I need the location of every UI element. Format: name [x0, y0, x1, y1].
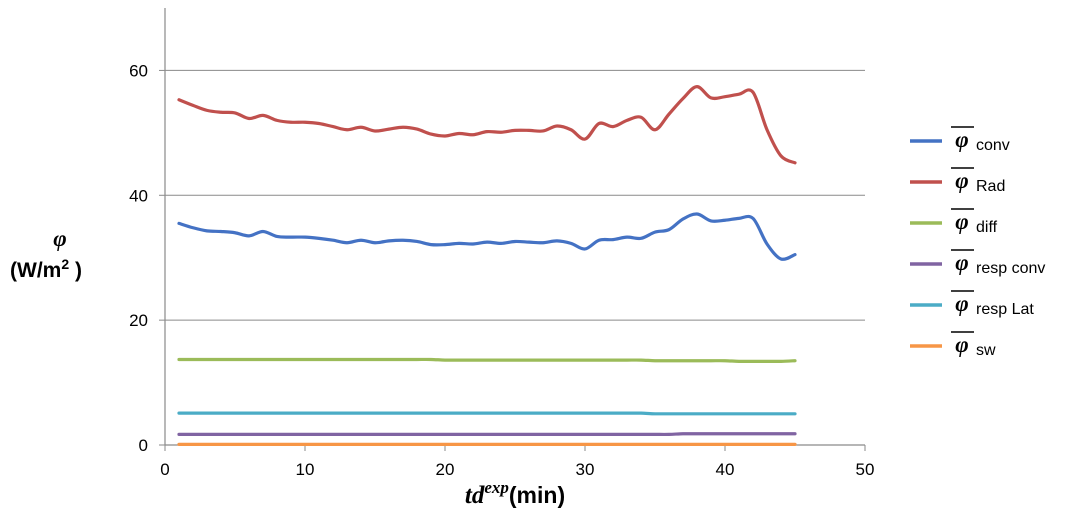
x-ticks: 0 10 20 30 40 50 [160, 445, 874, 479]
x-tick-label-5: 50 [856, 460, 875, 479]
x-tick-label-4: 40 [716, 460, 735, 479]
legend-subscript-sw: sw [976, 342, 996, 359]
y-tick-label-3: 60 [129, 61, 148, 80]
legend-subscript-conv: conv [976, 137, 1010, 154]
legend-item-conv: φ conv [910, 126, 1010, 154]
x-tick-label-1: 10 [296, 460, 315, 479]
y-tick-label-1: 20 [129, 311, 148, 330]
x-tick-label-2: 20 [436, 460, 455, 479]
legend-subscript-rad: Rad [976, 178, 1005, 195]
legend-subscript-resp-lat: resp Lat [976, 301, 1034, 318]
legend-item-resp-conv: φ resp conv [910, 249, 1045, 277]
legend-symbol-diff: φ [955, 209, 968, 234]
x-tick-label-3: 30 [576, 460, 595, 479]
x-axis-label: tdexp(min) [465, 478, 565, 509]
legend-item-resp-lat: φ resp Lat [910, 290, 1034, 318]
legend-subscript-diff: diff [976, 219, 998, 236]
legend-item-diff: φ diff [910, 208, 998, 236]
y-axis-unit: (W/m2 ) [10, 256, 82, 282]
y-axis-symbol: φ [53, 226, 66, 251]
legend-item-rad: φ Rad [910, 167, 1005, 195]
series-line-conv [177, 212, 797, 261]
x-tick-label-0: 0 [160, 460, 169, 479]
legend-symbol-conv: φ [955, 127, 968, 152]
series-group [177, 85, 797, 446]
y-tick-label-0: 0 [139, 436, 148, 455]
legend-symbol-resp-lat: φ [955, 291, 968, 316]
legend-item-sw: φ sw [910, 331, 996, 359]
series-line-rad [177, 85, 797, 165]
legend-subscript-resp-conv: resp conv [976, 260, 1045, 277]
series-line-resp-lat [177, 411, 797, 416]
gridlines [165, 69, 865, 321]
series-line-diff [177, 357, 797, 363]
series-line-resp-conv [177, 432, 797, 437]
legend-symbol-rad: φ [955, 168, 968, 193]
y-ticks: 0 20 40 60 [129, 61, 165, 455]
legend-symbol-resp-conv: φ [955, 250, 968, 275]
legend-symbol-sw: φ [955, 332, 968, 357]
y-tick-label-2: 40 [129, 186, 148, 205]
